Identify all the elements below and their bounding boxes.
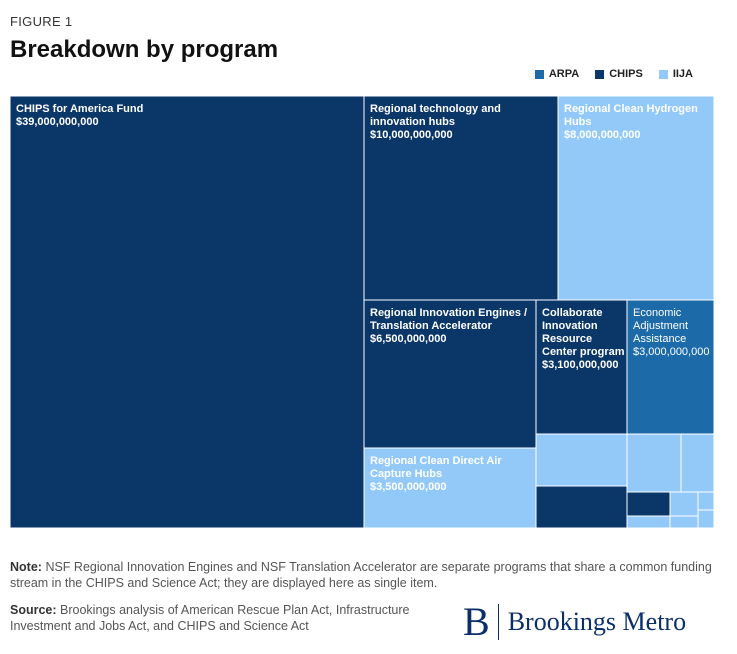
- treemap-rect: [697, 491, 715, 511]
- treemap-cell: CHIPS for America Fund$39,000,000,000: [9, 95, 365, 529]
- legend-swatch-chips: [595, 69, 605, 79]
- treemap-rect: [626, 299, 715, 435]
- legend-label-chips: CHIPS: [609, 68, 643, 80]
- legend-item-arpa: ARPA: [534, 68, 580, 80]
- treemap-rect: [626, 491, 671, 517]
- treemap-rect: [363, 95, 559, 301]
- treemap-value: $3,100,000,000: [542, 359, 618, 371]
- treemap-value: $3,500,000,000: [370, 481, 446, 493]
- treemap-label: Collaborate: [542, 307, 603, 319]
- treemap-label: Innovation: [542, 320, 598, 332]
- treemap-cell: [535, 485, 628, 529]
- note-label: Note:: [10, 560, 42, 574]
- treemap-cell: Regional Innovation Engines /Translation…: [363, 299, 537, 449]
- treemap-cell: [669, 491, 699, 517]
- source-text: Brookings analysis of American Rescue Pl…: [10, 603, 410, 634]
- treemap-label: Center program: [542, 346, 625, 358]
- treemap-rect: [626, 515, 671, 529]
- legend-swatch-iija: [658, 69, 668, 79]
- treemap-cell: [669, 515, 699, 529]
- treemap-rect: [669, 515, 699, 529]
- legend-swatch-arpa: [534, 69, 544, 79]
- treemap-rect: [680, 433, 715, 493]
- treemap-rect: [535, 485, 628, 529]
- treemap-value: $10,000,000,000: [370, 129, 453, 141]
- treemap-value: $8,000,000,000: [564, 129, 640, 141]
- logo-mark: B: [463, 599, 490, 644]
- treemap-rect: [363, 299, 537, 449]
- brookings-logo: B Brookings Metro: [463, 600, 686, 644]
- treemap-cell: [680, 433, 715, 493]
- treemap-label: Economic: [633, 307, 682, 319]
- treemap-label: Regional technology and: [370, 103, 501, 115]
- treemap-cell: [697, 491, 715, 511]
- legend-label-iija: IIJA: [672, 68, 693, 80]
- logo-divider: [497, 604, 499, 640]
- treemap-label: innovation hubs: [370, 116, 455, 128]
- treemap-rect: [669, 491, 699, 517]
- legend-item-iija: IIJA: [658, 68, 693, 80]
- figure-label: FIGURE 1: [10, 14, 73, 29]
- treemap-rect: [535, 299, 628, 435]
- treemap-label: Capture Hubs: [370, 468, 442, 480]
- treemap-label: Adjustment: [633, 320, 688, 332]
- legend: ARPA CHIPS IIJA: [534, 68, 693, 80]
- treemap-label: Regional Clean Direct Air: [370, 455, 502, 467]
- treemap-rect: [557, 95, 715, 301]
- treemap-value: $6,500,000,000: [370, 333, 446, 345]
- treemap-cell: [535, 433, 628, 487]
- treemap-label: Regional Innovation Engines /: [370, 307, 527, 319]
- treemap-cell: [626, 433, 682, 493]
- treemap-label: Translation Accelerator: [370, 320, 493, 332]
- treemap-value: $3,000,000,000: [633, 346, 709, 358]
- treemap-label: Resource: [542, 333, 592, 345]
- logo-text: Brookings Metro: [507, 607, 687, 636]
- treemap-label: Hubs: [564, 116, 592, 128]
- legend-item-chips: CHIPS: [595, 68, 643, 80]
- treemap-label: CHIPS for America Fund: [16, 103, 143, 115]
- treemap-label: Regional Clean Hydrogen: [564, 103, 698, 115]
- treemap-rect: [363, 447, 537, 529]
- treemap-rect: [535, 433, 628, 487]
- treemap-cell: EconomicAdjustmentAssistance$3,000,000,0…: [626, 299, 715, 435]
- note-text: NSF Regional Innovation Engines and NSF …: [10, 560, 712, 591]
- source-label: Source:: [10, 603, 57, 617]
- legend-label-arpa: ARPA: [548, 68, 580, 80]
- treemap-value: $39,000,000,000: [16, 116, 99, 128]
- treemap-rect: [626, 433, 682, 493]
- treemap-rect: [9, 95, 365, 529]
- treemap-label: Assistance: [633, 333, 686, 345]
- treemap-cell: [626, 515, 671, 529]
- source: Source: Brookings analysis of American R…: [10, 602, 430, 635]
- treemap-cell: [626, 491, 671, 517]
- note: Note: NSF Regional Innovation Engines an…: [10, 559, 725, 592]
- chart-title: Breakdown by program: [10, 36, 279, 63]
- treemap-cell: Regional Clean HydrogenHubs$8,000,000,00…: [557, 95, 715, 301]
- treemap-rect: [697, 509, 715, 529]
- treemap-cell: [697, 509, 715, 529]
